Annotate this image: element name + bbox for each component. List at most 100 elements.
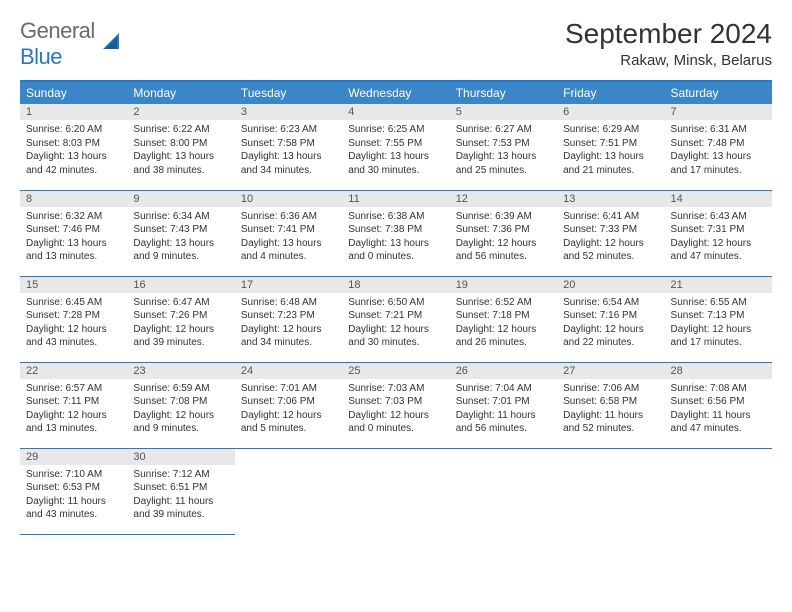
day-number: 22 [20,363,127,379]
day-info: Sunrise: 6:52 AMSunset: 7:18 PMDaylight:… [450,293,557,354]
calendar-table: SundayMondayTuesdayWednesdayThursdayFrid… [20,80,772,535]
day-number: 11 [342,191,449,207]
day-info: Sunrise: 6:23 AMSunset: 7:58 PMDaylight:… [235,120,342,181]
day-info: Sunrise: 6:25 AMSunset: 7:55 PMDaylight:… [342,120,449,181]
day-info: Sunrise: 6:43 AMSunset: 7:31 PMDaylight:… [665,207,772,268]
day-info: Sunrise: 6:48 AMSunset: 7:23 PMDaylight:… [235,293,342,354]
calendar-cell: 27Sunrise: 7:06 AMSunset: 6:58 PMDayligh… [557,362,664,448]
day-number: 9 [127,191,234,207]
weekday-header: Friday [557,81,664,104]
day-number: 17 [235,277,342,293]
day-number: 12 [450,191,557,207]
day-info: Sunrise: 7:04 AMSunset: 7:01 PMDaylight:… [450,379,557,440]
day-info: Sunrise: 6:47 AMSunset: 7:26 PMDaylight:… [127,293,234,354]
calendar-cell: 29Sunrise: 7:10 AMSunset: 6:53 PMDayligh… [20,448,127,534]
day-info: Sunrise: 7:12 AMSunset: 6:51 PMDaylight:… [127,465,234,526]
calendar-row: 29Sunrise: 7:10 AMSunset: 6:53 PMDayligh… [20,448,772,534]
day-number: 30 [127,449,234,465]
title-block: September 2024 Rakaw, Minsk, Belarus [565,18,772,69]
day-info: Sunrise: 7:01 AMSunset: 7:06 PMDaylight:… [235,379,342,440]
calendar-cell: 20Sunrise: 6:54 AMSunset: 7:16 PMDayligh… [557,276,664,362]
calendar-row: 1Sunrise: 6:20 AMSunset: 8:03 PMDaylight… [20,104,772,190]
weekday-header: Thursday [450,81,557,104]
day-info: Sunrise: 6:54 AMSunset: 7:16 PMDaylight:… [557,293,664,354]
calendar-cell [342,448,449,534]
calendar-cell: 7Sunrise: 6:31 AMSunset: 7:48 PMDaylight… [665,104,772,190]
day-number: 16 [127,277,234,293]
calendar-cell: 6Sunrise: 6:29 AMSunset: 7:51 PMDaylight… [557,104,664,190]
calendar-cell: 5Sunrise: 6:27 AMSunset: 7:53 PMDaylight… [450,104,557,190]
calendar-row: 22Sunrise: 6:57 AMSunset: 7:11 PMDayligh… [20,362,772,448]
calendar-cell: 14Sunrise: 6:43 AMSunset: 7:31 PMDayligh… [665,190,772,276]
day-info: Sunrise: 6:29 AMSunset: 7:51 PMDaylight:… [557,120,664,181]
day-number: 25 [342,363,449,379]
logo-blue-text: Blue [20,44,62,69]
day-number: 21 [665,277,772,293]
day-number: 3 [235,104,342,120]
weekday-header: Monday [127,81,234,104]
calendar-cell: 13Sunrise: 6:41 AMSunset: 7:33 PMDayligh… [557,190,664,276]
day-number: 29 [20,449,127,465]
calendar-cell: 16Sunrise: 6:47 AMSunset: 7:26 PMDayligh… [127,276,234,362]
day-info: Sunrise: 6:20 AMSunset: 8:03 PMDaylight:… [20,120,127,181]
month-title: September 2024 [565,18,772,50]
weekday-header: Tuesday [235,81,342,104]
day-info: Sunrise: 6:34 AMSunset: 7:43 PMDaylight:… [127,207,234,268]
weekday-header: Sunday [20,81,127,104]
calendar-cell [450,448,557,534]
calendar-cell: 30Sunrise: 7:12 AMSunset: 6:51 PMDayligh… [127,448,234,534]
calendar-cell: 12Sunrise: 6:39 AMSunset: 7:36 PMDayligh… [450,190,557,276]
calendar-cell [665,448,772,534]
day-info: Sunrise: 6:55 AMSunset: 7:13 PMDaylight:… [665,293,772,354]
calendar-cell: 15Sunrise: 6:45 AMSunset: 7:28 PMDayligh… [20,276,127,362]
calendar-cell [235,448,342,534]
calendar-cell: 25Sunrise: 7:03 AMSunset: 7:03 PMDayligh… [342,362,449,448]
calendar-cell: 21Sunrise: 6:55 AMSunset: 7:13 PMDayligh… [665,276,772,362]
calendar-cell: 24Sunrise: 7:01 AMSunset: 7:06 PMDayligh… [235,362,342,448]
day-number: 23 [127,363,234,379]
weekday-header-row: SundayMondayTuesdayWednesdayThursdayFrid… [20,81,772,104]
day-number: 15 [20,277,127,293]
page-header: General Blue September 2024 Rakaw, Minsk… [20,18,772,70]
calendar-cell: 26Sunrise: 7:04 AMSunset: 7:01 PMDayligh… [450,362,557,448]
calendar-cell: 22Sunrise: 6:57 AMSunset: 7:11 PMDayligh… [20,362,127,448]
calendar-cell: 28Sunrise: 7:08 AMSunset: 6:56 PMDayligh… [665,362,772,448]
day-info: Sunrise: 6:59 AMSunset: 7:08 PMDaylight:… [127,379,234,440]
calendar-cell [557,448,664,534]
day-info: Sunrise: 6:31 AMSunset: 7:48 PMDaylight:… [665,120,772,181]
day-number: 7 [665,104,772,120]
day-info: Sunrise: 6:57 AMSunset: 7:11 PMDaylight:… [20,379,127,440]
calendar-cell: 11Sunrise: 6:38 AMSunset: 7:38 PMDayligh… [342,190,449,276]
day-info: Sunrise: 6:27 AMSunset: 7:53 PMDaylight:… [450,120,557,181]
weekday-header: Wednesday [342,81,449,104]
day-number: 8 [20,191,127,207]
day-number: 24 [235,363,342,379]
day-number: 20 [557,277,664,293]
calendar-cell: 19Sunrise: 6:52 AMSunset: 7:18 PMDayligh… [450,276,557,362]
day-info: Sunrise: 7:08 AMSunset: 6:56 PMDaylight:… [665,379,772,440]
day-number: 19 [450,277,557,293]
calendar-row: 8Sunrise: 6:32 AMSunset: 7:46 PMDaylight… [20,190,772,276]
day-info: Sunrise: 6:39 AMSunset: 7:36 PMDaylight:… [450,207,557,268]
location-text: Rakaw, Minsk, Belarus [565,52,772,69]
day-number: 28 [665,363,772,379]
day-number: 14 [665,191,772,207]
calendar-cell: 9Sunrise: 6:34 AMSunset: 7:43 PMDaylight… [127,190,234,276]
day-info: Sunrise: 7:06 AMSunset: 6:58 PMDaylight:… [557,379,664,440]
day-number: 2 [127,104,234,120]
day-number: 10 [235,191,342,207]
day-info: Sunrise: 6:36 AMSunset: 7:41 PMDaylight:… [235,207,342,268]
day-number: 5 [450,104,557,120]
day-info: Sunrise: 7:10 AMSunset: 6:53 PMDaylight:… [20,465,127,526]
calendar-cell: 17Sunrise: 6:48 AMSunset: 7:23 PMDayligh… [235,276,342,362]
day-number: 4 [342,104,449,120]
day-number: 27 [557,363,664,379]
day-info: Sunrise: 6:45 AMSunset: 7:28 PMDaylight:… [20,293,127,354]
weekday-header: Saturday [665,81,772,104]
day-info: Sunrise: 6:41 AMSunset: 7:33 PMDaylight:… [557,207,664,268]
calendar-body: 1Sunrise: 6:20 AMSunset: 8:03 PMDaylight… [20,104,772,534]
logo: General Blue [20,18,125,70]
calendar-cell: 1Sunrise: 6:20 AMSunset: 8:03 PMDaylight… [20,104,127,190]
calendar-row: 15Sunrise: 6:45 AMSunset: 7:28 PMDayligh… [20,276,772,362]
calendar-cell: 10Sunrise: 6:36 AMSunset: 7:41 PMDayligh… [235,190,342,276]
